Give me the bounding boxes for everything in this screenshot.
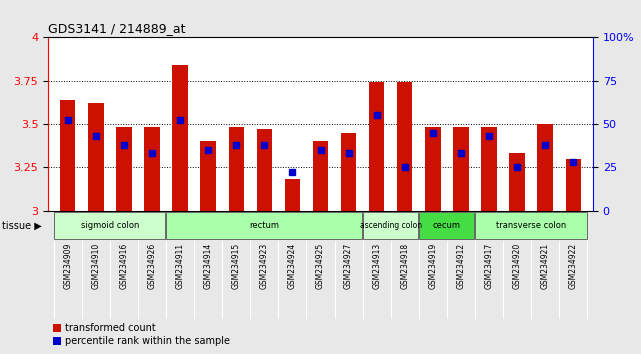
Bar [88, 103, 104, 211]
Bar [510, 153, 525, 211]
Bar [166, 212, 362, 239]
Bar [201, 141, 216, 211]
Bar [341, 132, 356, 211]
Text: GSM234913: GSM234913 [372, 243, 381, 289]
Bar [313, 141, 328, 211]
Text: rectum: rectum [249, 221, 279, 230]
Bar [172, 65, 188, 211]
Bar [425, 127, 440, 211]
Bar [537, 124, 553, 211]
Bar [475, 212, 587, 239]
Text: sigmoid colon: sigmoid colon [81, 221, 139, 230]
Text: GSM234923: GSM234923 [260, 243, 269, 289]
Text: GSM234910: GSM234910 [91, 243, 101, 289]
Text: GSM234921: GSM234921 [540, 243, 550, 289]
Legend: transformed count, percentile rank within the sample: transformed count, percentile rank withi… [53, 324, 229, 346]
Text: GSM234915: GSM234915 [232, 243, 241, 289]
Bar [144, 127, 160, 211]
Text: tissue ▶: tissue ▶ [2, 221, 42, 231]
Text: GSM234926: GSM234926 [147, 243, 156, 289]
Bar [60, 99, 76, 211]
Bar [565, 159, 581, 211]
Text: GSM234919: GSM234919 [428, 243, 437, 289]
Text: GSM234909: GSM234909 [63, 243, 72, 290]
Bar [363, 212, 418, 239]
Text: GSM234916: GSM234916 [119, 243, 128, 289]
Bar [285, 179, 300, 211]
Bar [419, 212, 474, 239]
Bar [453, 127, 469, 211]
Text: GDS3141 / 214889_at: GDS3141 / 214889_at [48, 22, 186, 35]
Text: transverse colon: transverse colon [496, 221, 566, 230]
Text: GSM234922: GSM234922 [569, 243, 578, 289]
Text: ascending colon: ascending colon [360, 221, 422, 230]
Text: cecum: cecum [433, 221, 461, 230]
Text: GSM234918: GSM234918 [400, 243, 409, 289]
Text: GSM234912: GSM234912 [456, 243, 465, 289]
Bar [481, 127, 497, 211]
Text: GSM234911: GSM234911 [176, 243, 185, 289]
Bar [116, 127, 131, 211]
Bar [397, 82, 412, 211]
Text: GSM234927: GSM234927 [344, 243, 353, 289]
Text: GSM234914: GSM234914 [204, 243, 213, 289]
Text: GSM234917: GSM234917 [485, 243, 494, 289]
Bar [54, 212, 165, 239]
Bar [256, 129, 272, 211]
Text: GSM234920: GSM234920 [513, 243, 522, 289]
Text: GSM234924: GSM234924 [288, 243, 297, 289]
Bar [369, 82, 385, 211]
Text: GSM234925: GSM234925 [316, 243, 325, 289]
Bar [229, 127, 244, 211]
